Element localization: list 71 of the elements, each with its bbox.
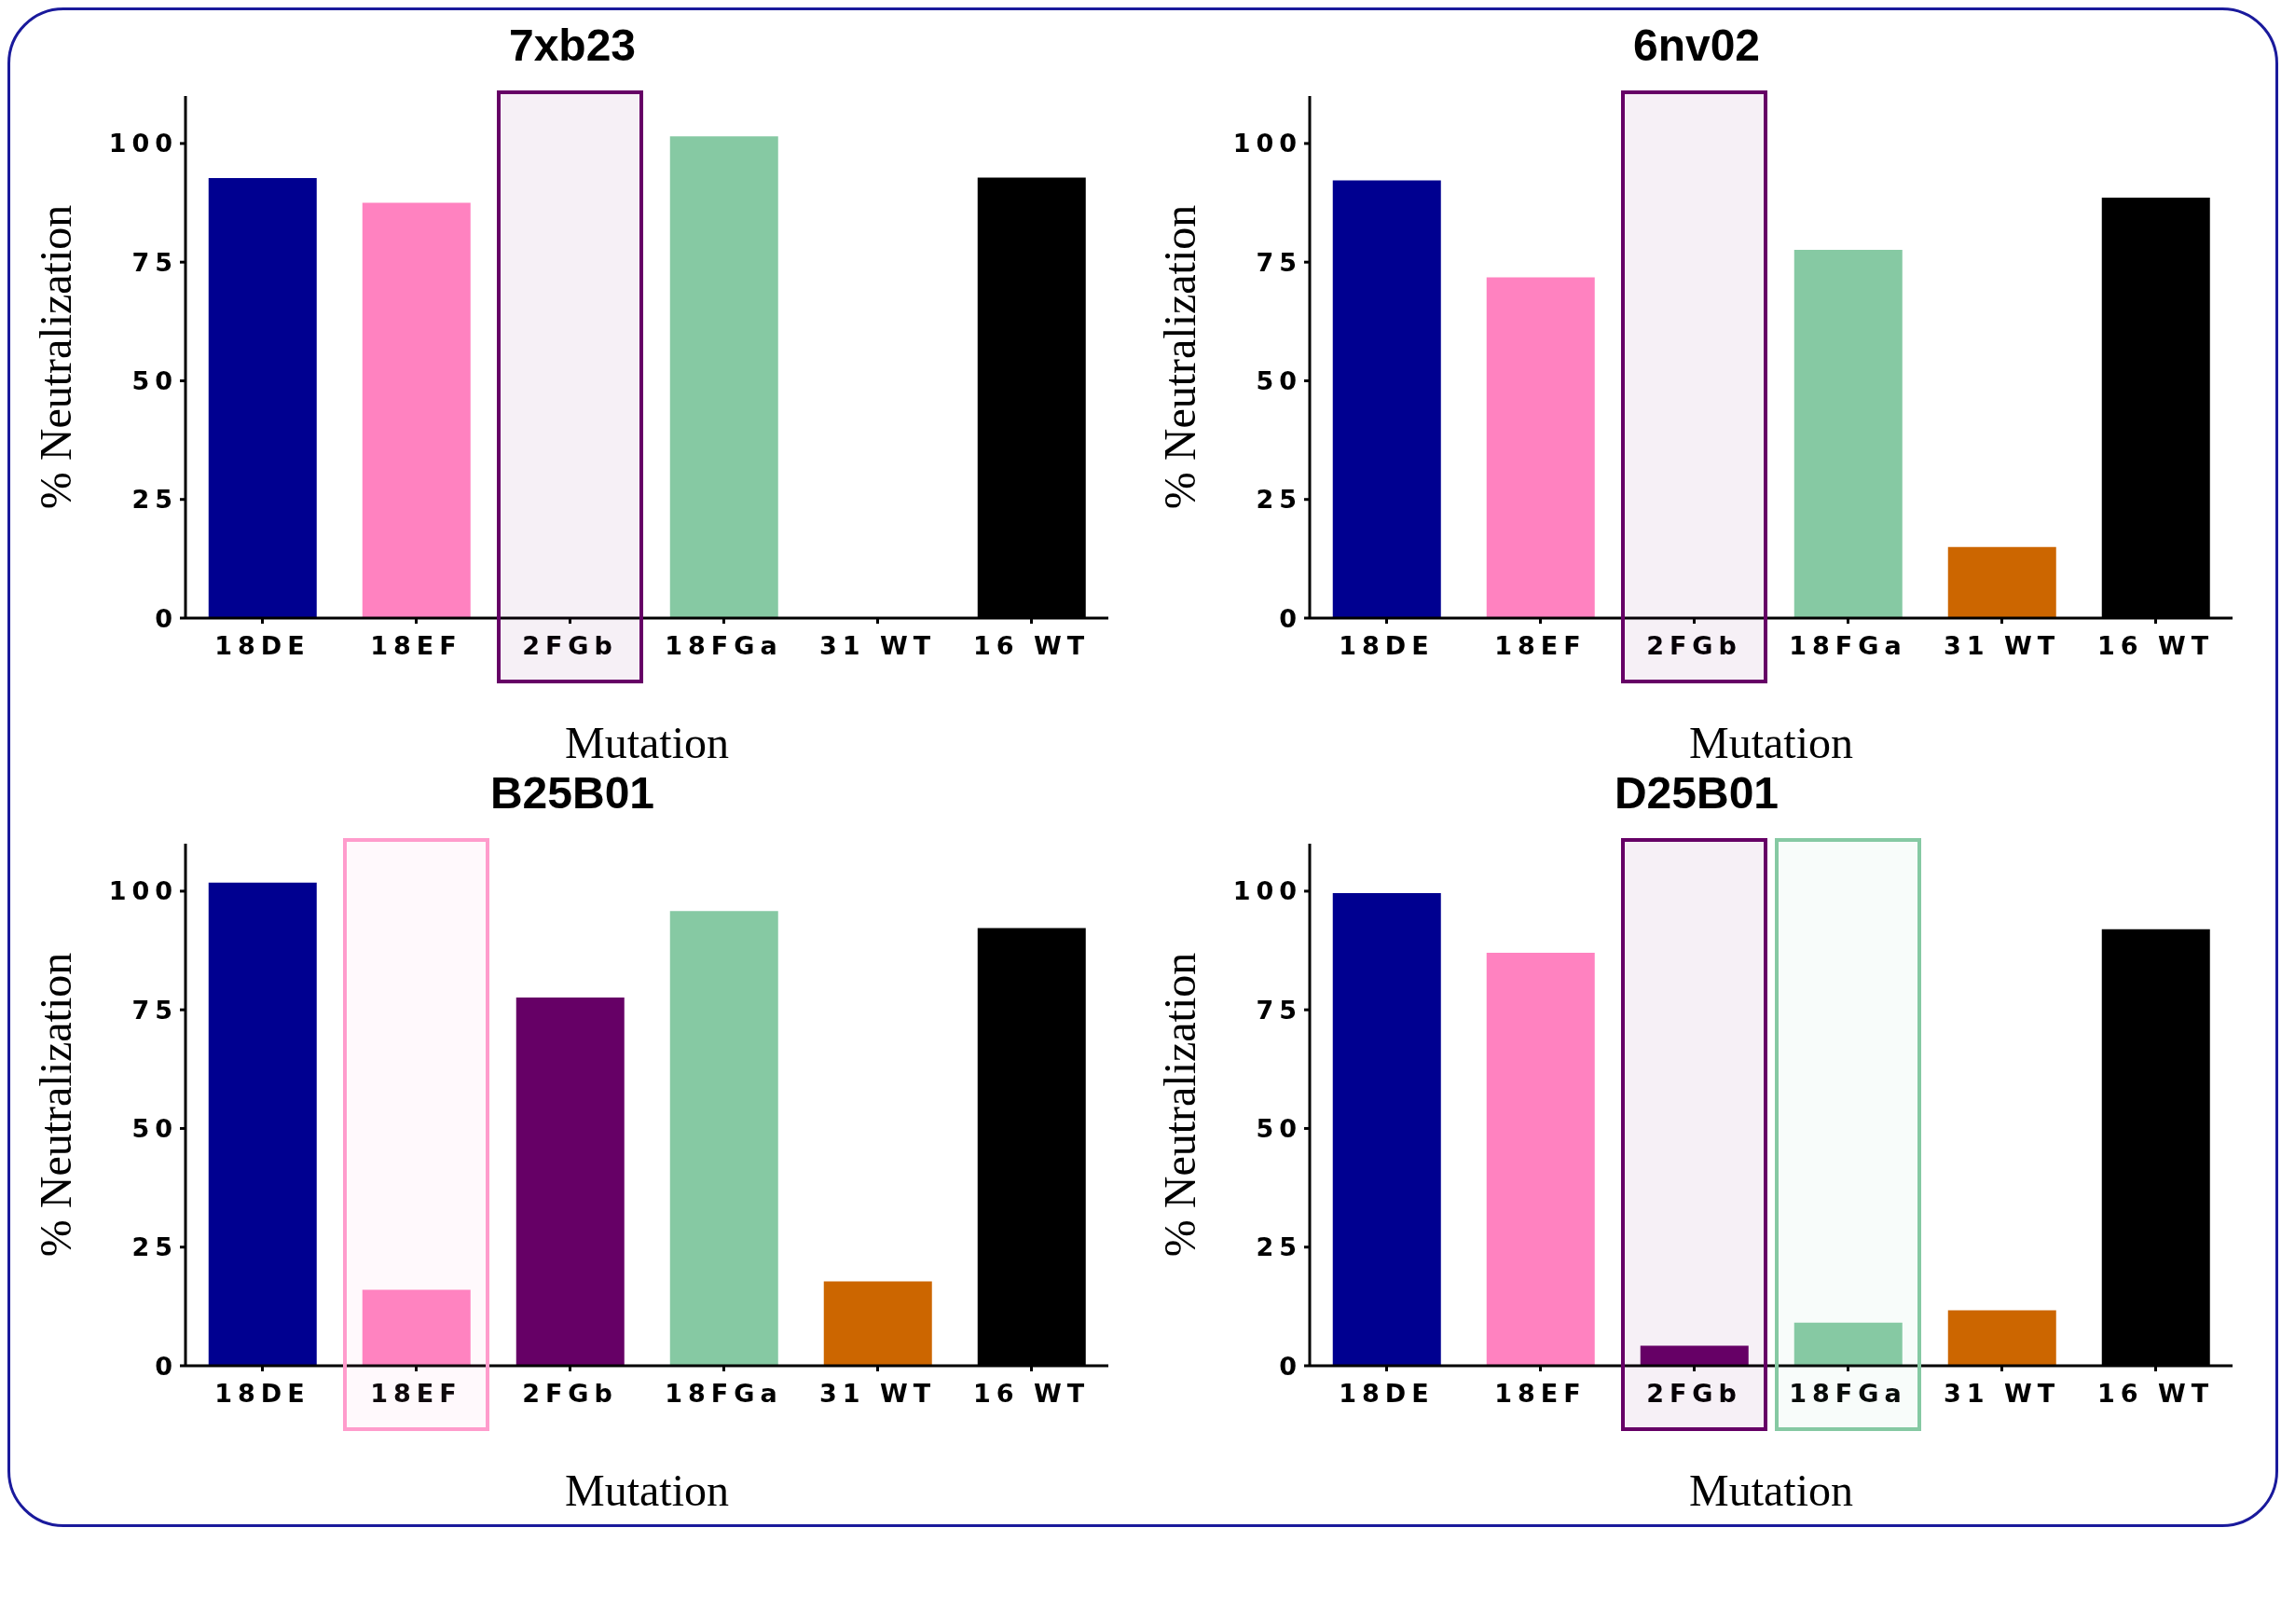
- y-tick-label: 0: [155, 1351, 178, 1381]
- y-tick-label: 75: [131, 247, 178, 277]
- x-tick-label: 18FGa: [1789, 1379, 1907, 1409]
- y-axis-title: % Neutralization: [31, 204, 81, 510]
- y-tick-label: 100: [108, 876, 178, 906]
- y-tick-label: 100: [1232, 129, 1302, 158]
- y-tick-label: 100: [108, 129, 178, 158]
- y-tick-label: 0: [1279, 1351, 1302, 1381]
- bar: [208, 178, 317, 618]
- bar: [515, 997, 625, 1366]
- bar: [669, 911, 778, 1366]
- bar: [669, 136, 778, 618]
- x-tick-label: 18DE: [214, 1379, 310, 1409]
- y-tick-label: 75: [1256, 247, 1302, 277]
- x-tick-label: 2FGb: [522, 631, 618, 661]
- x-tick-label: 18FGa: [665, 631, 783, 661]
- y-tick-label: 75: [131, 995, 178, 1025]
- x-tick-label: 18EF: [1494, 631, 1587, 661]
- bar: [1332, 892, 1441, 1366]
- x-tick-label: 16 WT: [2096, 631, 2215, 661]
- chart-title: 7xb23: [507, 20, 638, 72]
- y-tick-label: 0: [1279, 603, 1302, 633]
- bar: [1486, 277, 1595, 618]
- y-tick-label: 25: [1256, 485, 1302, 515]
- x-tick-label: 18DE: [1339, 1379, 1435, 1409]
- x-tick-label: 18FGa: [1789, 631, 1907, 661]
- y-tick-label: 25: [131, 1232, 178, 1262]
- x-tick-label: 18EF: [370, 631, 462, 661]
- x-axis-title: Mutation: [1689, 718, 1853, 767]
- y-axis-title: % Neutralization: [1155, 952, 1205, 1258]
- bar: [1486, 953, 1595, 1366]
- bar: [1947, 1310, 2056, 1366]
- y-tick-label: 50: [1256, 1114, 1302, 1144]
- chart-title: D25B01: [1613, 767, 1780, 819]
- x-axis-title: Mutation: [1689, 1466, 1853, 1515]
- y-tick-label: 50: [131, 366, 178, 396]
- y-tick-label: 0: [155, 603, 178, 633]
- x-tick-label: 16 WT: [2096, 1379, 2215, 1409]
- y-tick-label: 100: [1232, 876, 1302, 906]
- bar: [1332, 180, 1441, 618]
- chart-title: 6nv02: [1631, 20, 1762, 72]
- x-tick-label: 31 WT: [1943, 631, 2061, 661]
- x-tick-label: 18DE: [214, 631, 310, 661]
- x-axis-title: Mutation: [565, 1466, 729, 1515]
- x-tick-label: 18DE: [1339, 631, 1435, 661]
- y-tick-label: 25: [131, 485, 178, 515]
- y-tick-label: 50: [131, 1114, 178, 1144]
- bar: [208, 882, 317, 1366]
- x-tick-label: 2FGb: [1646, 631, 1742, 661]
- bar: [1947, 546, 2056, 618]
- x-tick-label: 16 WT: [972, 1379, 1091, 1409]
- y-axis-title: % Neutralization: [31, 952, 81, 1258]
- x-tick-label: 18FGa: [665, 1379, 783, 1409]
- bar: [362, 202, 471, 618]
- x-tick-label: 31 WT: [1943, 1379, 2061, 1409]
- x-tick-label: 31 WT: [818, 631, 937, 661]
- y-axis-title: % Neutralization: [1155, 204, 1205, 510]
- bar: [362, 1289, 471, 1366]
- bar: [1793, 249, 1903, 618]
- bar: [823, 1281, 932, 1366]
- y-tick-label: 50: [1256, 366, 1302, 396]
- x-axis-title: Mutation: [565, 718, 729, 767]
- x-tick-label: 2FGb: [522, 1379, 618, 1409]
- x-tick-label: 16 WT: [972, 631, 1091, 661]
- x-tick-label: 18EF: [370, 1379, 462, 1409]
- y-tick-label: 75: [1256, 995, 1302, 1025]
- chart-title: B25B01: [488, 767, 656, 819]
- x-tick-label: 2FGb: [1646, 1379, 1742, 1409]
- y-tick-label: 25: [1256, 1232, 1302, 1262]
- x-tick-label: 18EF: [1494, 1379, 1587, 1409]
- x-tick-label: 31 WT: [818, 1379, 937, 1409]
